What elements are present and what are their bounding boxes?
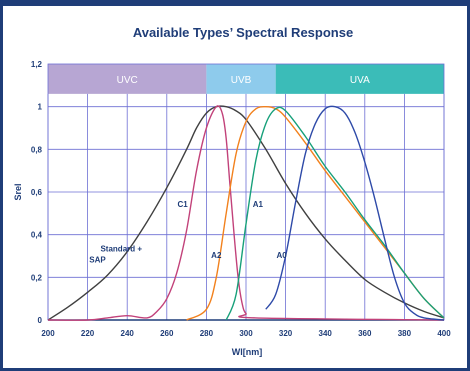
curve-annotation: A2 xyxy=(211,251,222,260)
series-line-c1 xyxy=(47,105,445,321)
curve-annotation: Standard + xyxy=(100,245,142,254)
x-tick-label: 340 xyxy=(319,329,333,338)
series-line-a0 xyxy=(265,105,445,321)
x-tick-label: 400 xyxy=(437,329,451,338)
y-tick-label: 0,6 xyxy=(31,188,43,197)
band-label-uvb: UVB xyxy=(231,75,252,86)
y-tick-label: 0,2 xyxy=(31,273,43,282)
band-label-uvc: UVC xyxy=(117,75,138,86)
band-uvc xyxy=(48,64,207,94)
x-axis-label: Wl[nm] xyxy=(232,347,263,357)
chart-title: Available Types’ Spectral Response xyxy=(133,25,353,40)
x-tick-label: 260 xyxy=(160,329,174,338)
x-tick-label: 280 xyxy=(200,329,214,338)
band-label-uva: UVA xyxy=(350,75,370,86)
x-tick-label: 200 xyxy=(41,329,55,338)
series-line-standard-sap xyxy=(47,105,445,321)
x-tick-label: 360 xyxy=(358,329,372,338)
y-tick-label: 1,2 xyxy=(31,60,43,69)
y-tick-label: 0,4 xyxy=(31,231,43,240)
y-axis-label: Srel xyxy=(13,183,23,200)
x-tick-label: 220 xyxy=(81,329,95,338)
curve-annotation: A0 xyxy=(277,251,288,260)
x-tick-label: 380 xyxy=(398,329,412,338)
curve-annotation: SAP xyxy=(89,255,106,264)
y-tick-label: 0 xyxy=(38,316,43,325)
curve-annotation: A1 xyxy=(253,200,264,209)
x-tick-label: 240 xyxy=(121,329,135,338)
series-line-a2 xyxy=(186,105,445,321)
y-tick-label: 1 xyxy=(38,103,43,112)
curve-annotation: C1 xyxy=(178,200,189,209)
x-tick-label: 320 xyxy=(279,329,293,338)
band-uvb xyxy=(206,64,276,94)
band-uva xyxy=(275,64,444,94)
series-line-a1 xyxy=(225,106,445,321)
y-tick-label: 0,8 xyxy=(31,145,43,154)
x-tick-label: 300 xyxy=(239,329,253,338)
